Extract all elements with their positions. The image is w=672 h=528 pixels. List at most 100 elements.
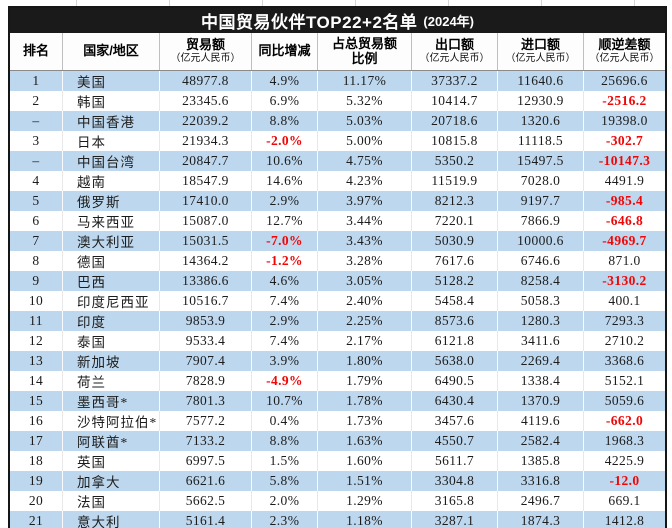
cell-balance[interactable]: 400.1 bbox=[608, 293, 641, 308]
cell-import[interactable]: 11640.6 bbox=[498, 71, 584, 91]
cell-trade[interactable]: 9853.9 bbox=[160, 311, 252, 331]
cell-share[interactable]: 1.73% bbox=[318, 411, 412, 431]
cell-country[interactable]: 阿联酋* bbox=[63, 431, 160, 451]
cell-yoy[interactable]: 2.3% bbox=[252, 511, 318, 528]
cell-trade[interactable]: 10516.7 bbox=[160, 291, 252, 311]
header-country[interactable]: 国家/地区 bbox=[63, 33, 160, 70]
cell-balance[interactable]: 2710.2 bbox=[604, 333, 645, 348]
cell-share[interactable]: 1.51% bbox=[318, 471, 412, 491]
cell-country[interactable]: 英国 bbox=[63, 451, 160, 471]
cell-import[interactable]: 11118.5 bbox=[498, 131, 584, 151]
cell-trade[interactable]: 48977.8 bbox=[160, 71, 252, 91]
cell-yoy[interactable]: 2.0% bbox=[252, 491, 318, 511]
cell-balance[interactable]: 1968.3 bbox=[604, 433, 645, 448]
cell-balance[interactable]: -985.4 bbox=[605, 193, 644, 208]
cell-balance[interactable]: -3130.2 bbox=[602, 273, 647, 288]
cell-rank[interactable]: 4 bbox=[10, 171, 63, 191]
cell-import[interactable]: 2269.4 bbox=[498, 351, 584, 371]
cell-yoy[interactable]: -1.2% bbox=[252, 251, 318, 271]
cell-export[interactable]: 3457.6 bbox=[412, 411, 498, 431]
cell-rank[interactable]: 18 bbox=[10, 451, 63, 471]
cell-yoy[interactable]: 5.8% bbox=[252, 471, 318, 491]
cell-balance[interactable]: -646.8 bbox=[605, 213, 644, 228]
cell-country[interactable]: 俄罗斯 bbox=[63, 191, 160, 211]
cell-share[interactable]: 1.60% bbox=[318, 451, 412, 471]
cell-balance[interactable]: -2516.2 bbox=[602, 93, 647, 108]
cell-country[interactable]: 沙特阿拉伯* bbox=[63, 411, 160, 431]
cell-export[interactable]: 20718.6 bbox=[412, 111, 498, 131]
cell-share[interactable]: 11.17% bbox=[318, 71, 412, 91]
cell-import[interactable]: 8258.4 bbox=[498, 271, 584, 291]
cell-yoy[interactable]: 4.6% bbox=[252, 271, 318, 291]
cell-import[interactable]: 6746.6 bbox=[498, 251, 584, 271]
cell-import[interactable]: 10000.6 bbox=[498, 231, 584, 251]
cell-yoy[interactable]: 10.7% bbox=[252, 391, 318, 411]
cell-import[interactable]: 2582.4 bbox=[498, 431, 584, 451]
cell-rank[interactable]: 5 bbox=[10, 191, 63, 211]
cell-export[interactable]: 10815.8 bbox=[412, 131, 498, 151]
cell-country[interactable]: 美国 bbox=[63, 71, 160, 91]
cell-balance[interactable]: 25696.6 bbox=[601, 73, 648, 88]
cell-country[interactable]: 泰国 bbox=[63, 331, 160, 351]
cell-balance[interactable]: 4225.9 bbox=[604, 453, 645, 468]
cell-rank[interactable]: 17 bbox=[10, 431, 63, 451]
cell-trade[interactable]: 13386.6 bbox=[160, 271, 252, 291]
cell-share[interactable]: 1.29% bbox=[318, 491, 412, 511]
cell-rank[interactable]: 20 bbox=[10, 491, 63, 511]
cell-share[interactable]: 1.78% bbox=[318, 391, 412, 411]
cell-balance[interactable]: -10147.3 bbox=[598, 153, 651, 168]
cell-import[interactable]: 1385.8 bbox=[498, 451, 584, 471]
cell-import[interactable]: 3411.6 bbox=[498, 331, 584, 351]
cell-export[interactable]: 5350.2 bbox=[412, 151, 498, 171]
cell-import[interactable]: 12930.9 bbox=[498, 91, 584, 111]
header-share-of-total[interactable]: 占总贸易额 比例 bbox=[318, 33, 412, 70]
cell-export[interactable]: 3304.8 bbox=[412, 471, 498, 491]
header-exports[interactable]: 出口额 （亿元人民币） bbox=[412, 33, 498, 70]
cell-import[interactable]: 1320.6 bbox=[498, 111, 584, 131]
cell-rank[interactable]: 7 bbox=[10, 231, 63, 251]
cell-export[interactable]: 3165.8 bbox=[412, 491, 498, 511]
cell-yoy[interactable]: 6.9% bbox=[252, 91, 318, 111]
cell-balance[interactable]: 5059.6 bbox=[604, 393, 645, 408]
cell-country[interactable]: 加拿大 bbox=[63, 471, 160, 491]
cell-country[interactable]: 越南 bbox=[63, 171, 160, 191]
cell-share[interactable]: 1.63% bbox=[318, 431, 412, 451]
cell-balance[interactable]: 871.0 bbox=[608, 253, 641, 268]
cell-yoy[interactable]: 3.9% bbox=[252, 351, 318, 371]
cell-yoy[interactable]: 0.4% bbox=[252, 411, 318, 431]
cell-import[interactable]: 7866.9 bbox=[498, 211, 584, 231]
cell-country[interactable]: 印度尼西亚 bbox=[63, 291, 160, 311]
cell-trade[interactable]: 14364.2 bbox=[160, 251, 252, 271]
cell-country[interactable]: 意大利 bbox=[63, 511, 160, 528]
cell-import[interactable]: 1874.3 bbox=[498, 511, 584, 528]
cell-balance[interactable]: 19398.0 bbox=[601, 113, 648, 128]
cell-export[interactable]: 5030.9 bbox=[412, 231, 498, 251]
cell-share[interactable]: 4.23% bbox=[318, 171, 412, 191]
cell-trade[interactable]: 6997.5 bbox=[160, 451, 252, 471]
cell-balance[interactable]: 4491.9 bbox=[604, 173, 645, 188]
header-imports[interactable]: 进口额 （亿元人民币） bbox=[498, 33, 584, 70]
cell-rank[interactable]: – bbox=[10, 151, 63, 171]
cell-rank[interactable]: 13 bbox=[10, 351, 63, 371]
cell-export[interactable]: 6430.4 bbox=[412, 391, 498, 411]
cell-export[interactable]: 10414.7 bbox=[412, 91, 498, 111]
cell-rank[interactable]: 8 bbox=[10, 251, 63, 271]
cell-country[interactable]: 中国香港 bbox=[63, 111, 160, 131]
cell-export[interactable]: 6121.8 bbox=[412, 331, 498, 351]
cell-rank[interactable]: 3 bbox=[10, 131, 63, 151]
cell-yoy[interactable]: 14.6% bbox=[252, 171, 318, 191]
cell-rank[interactable]: 2 bbox=[10, 91, 63, 111]
cell-share[interactable]: 2.40% bbox=[318, 291, 412, 311]
cell-trade[interactable]: 22039.2 bbox=[160, 111, 252, 131]
cell-rank[interactable]: 21 bbox=[10, 511, 63, 528]
cell-trade[interactable]: 7907.4 bbox=[160, 351, 252, 371]
cell-country[interactable]: 韩国 bbox=[63, 91, 160, 111]
cell-import[interactable]: 1370.9 bbox=[498, 391, 584, 411]
cell-import[interactable]: 2496.7 bbox=[498, 491, 584, 511]
cell-export[interactable]: 5638.0 bbox=[412, 351, 498, 371]
cell-share[interactable]: 5.00% bbox=[318, 131, 412, 151]
cell-trade[interactable]: 20847.7 bbox=[160, 151, 252, 171]
cell-export[interactable]: 3287.1 bbox=[412, 511, 498, 528]
cell-yoy[interactable]: -7.0% bbox=[252, 231, 318, 251]
cell-balance[interactable]: -302.7 bbox=[605, 133, 644, 148]
